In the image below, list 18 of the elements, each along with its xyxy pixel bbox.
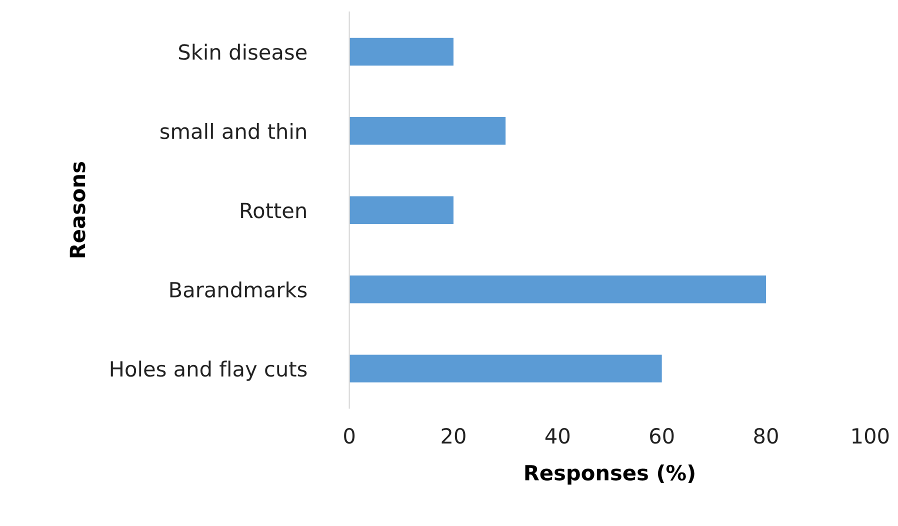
x-tick-label: 100 bbox=[852, 428, 889, 444]
y-tick-label: Rotten bbox=[241, 202, 306, 218]
x-tick-label: 60 bbox=[650, 428, 674, 444]
x-tick-label: 20 bbox=[442, 428, 466, 444]
bar bbox=[349, 38, 454, 66]
x-tick-label: 80 bbox=[754, 428, 778, 444]
x-tick-label: 0 bbox=[344, 428, 355, 444]
y-tick-label: Holes and flay cuts bbox=[110, 360, 307, 381]
x-tick-label: 40 bbox=[545, 428, 570, 444]
x-axis-title: Responses (%) bbox=[525, 464, 694, 485]
y-axis-title: Reasons bbox=[70, 162, 86, 258]
bar bbox=[349, 275, 766, 304]
bar bbox=[349, 196, 454, 224]
y-tick-label: small and thin bbox=[160, 123, 306, 140]
bar bbox=[349, 354, 662, 382]
bar bbox=[349, 117, 506, 145]
y-tick-label: Barandmarks bbox=[170, 281, 307, 298]
y-tick-label: Skin disease bbox=[179, 44, 307, 60]
